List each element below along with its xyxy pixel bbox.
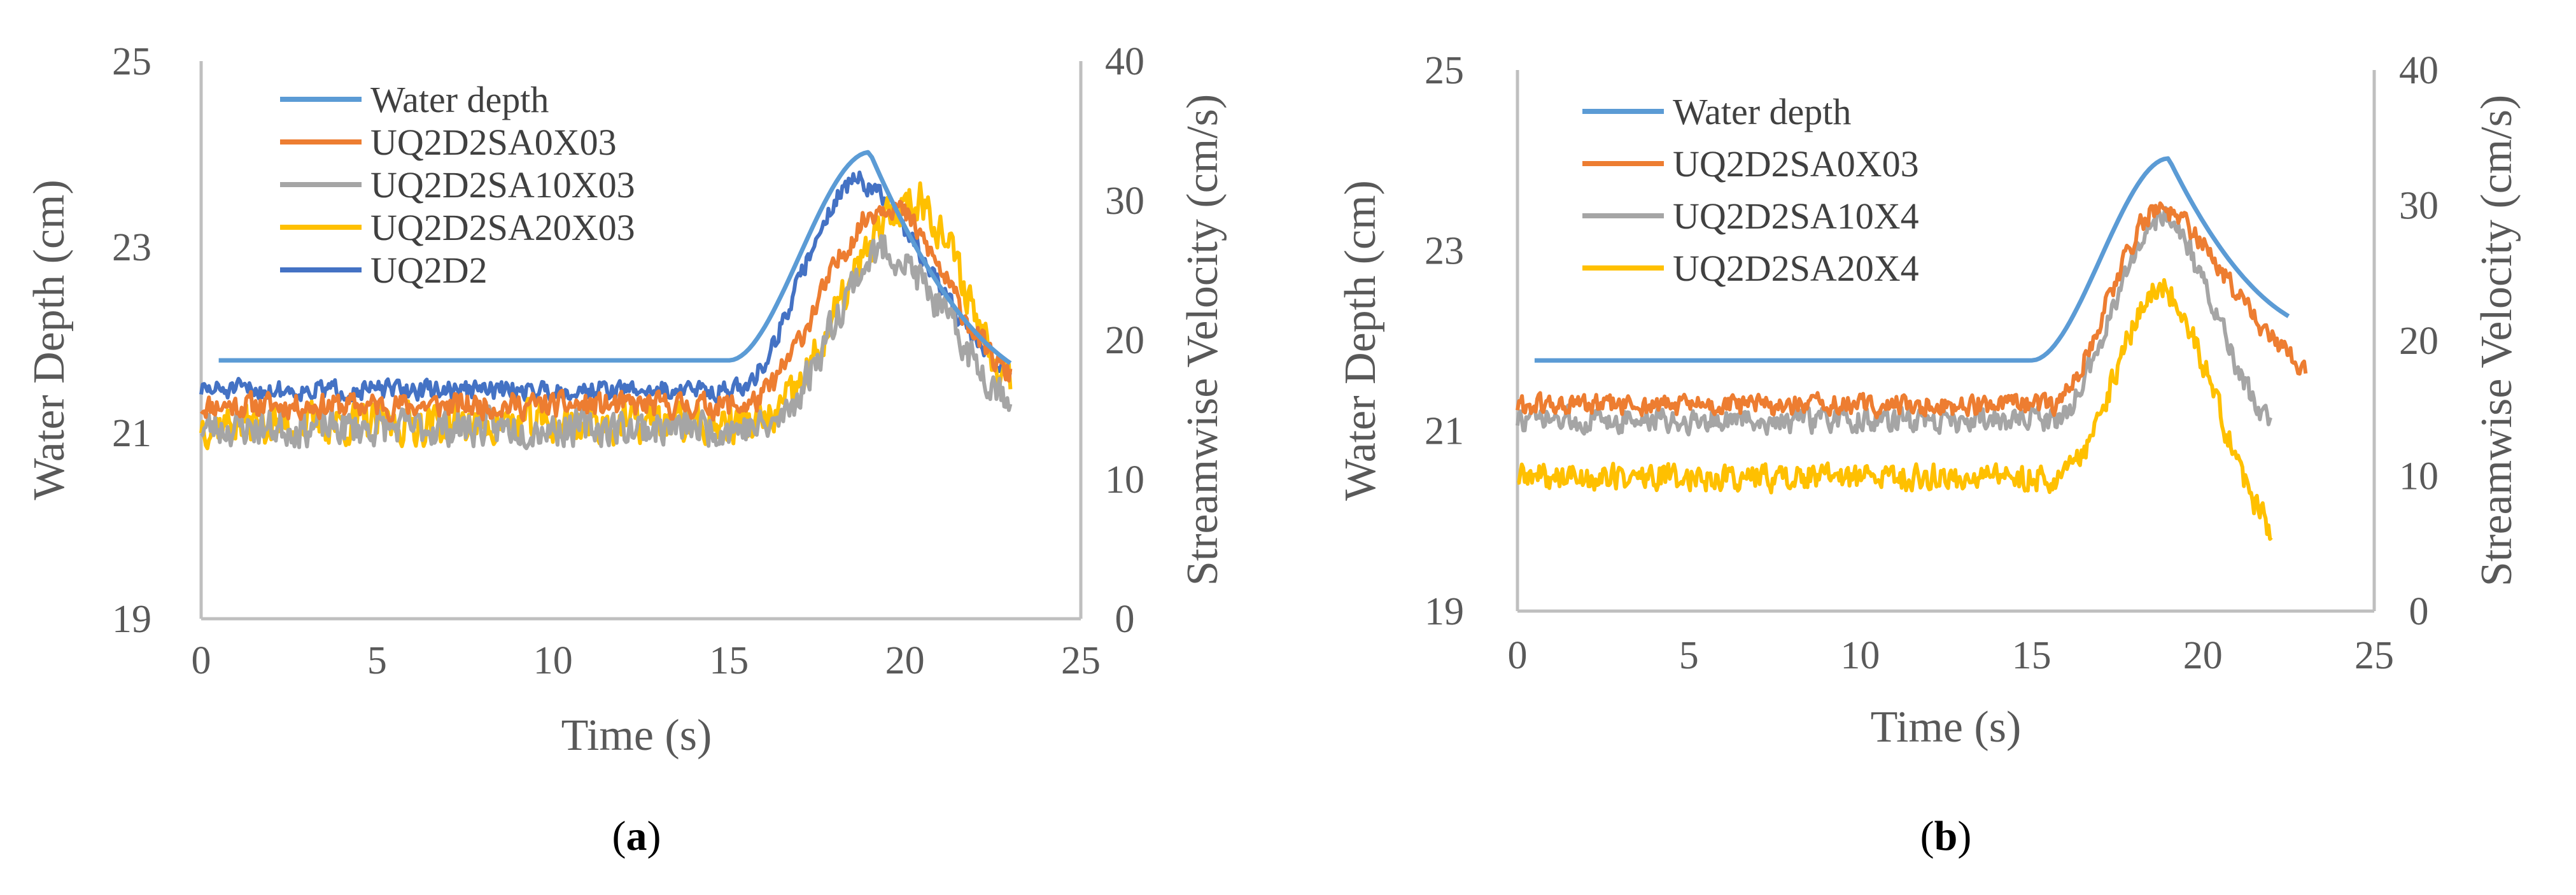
x-tick-label: 25 (2354, 634, 2394, 677)
series-line-uq2d2sa10x4 (1516, 206, 2273, 437)
x-tick-label: 15 (2012, 634, 2052, 677)
x-tick-label: 25 (1061, 639, 1101, 682)
caption-close: ) (647, 813, 661, 859)
x-tick-label: 15 (709, 639, 749, 682)
y-tick-label: 25 (1425, 49, 1464, 92)
legend-label: Water depth (370, 79, 549, 120)
x-axis-label: Time (s) (1871, 703, 2022, 752)
series-line-uq2d2sa20x4 (1517, 278, 2273, 541)
y-axis-label: Water Depth (cm) (25, 180, 74, 500)
x-tick-label: 0 (192, 639, 211, 682)
legend-label: UQ2D2SA10X03 (370, 164, 635, 206)
legend-label: UQ2D2SA20X4 (1673, 248, 1919, 289)
series-line-water-depth (1534, 156, 2290, 363)
chart-panel-b: 0 5 10 15 20 25 19 21 23 25 0 10 20 30 40 Time (s) Water… (1336, 49, 2521, 859)
legend-label: Water depth (1673, 91, 1851, 132)
caption-open: ( (1920, 813, 1934, 859)
y2-axis-label: Streamwise Velocity (cm/s) (2472, 95, 2521, 586)
caption-letter: a (626, 813, 647, 859)
x-tick-label: 10 (533, 639, 573, 682)
y2-tick-label: 0 (2409, 590, 2429, 633)
y-tick-label: 23 (112, 226, 151, 269)
y-tick-label: 19 (1425, 590, 1464, 633)
panel-caption: (a) (612, 813, 661, 859)
y-axis-label: Water Depth (cm) (1336, 180, 1385, 501)
series-line-uq2d2 (199, 170, 1012, 404)
y2-tick-label: 10 (1105, 458, 1144, 502)
legend-label: UQ2D2SA20X03 (370, 207, 635, 248)
series-line-uq2d2sa0x03 (200, 199, 1013, 423)
x-tick-label: 5 (367, 639, 387, 682)
x-tick-label: 0 (1508, 634, 1528, 677)
x-axis-label: Time (s) (561, 711, 712, 760)
caption-letter: b (1934, 813, 1958, 859)
y2-tick-label: 10 (2399, 455, 2439, 498)
y2-tick-label: 0 (1115, 598, 1135, 641)
y2-tick-label: 40 (2399, 49, 2439, 92)
x-tick-label: 10 (1840, 634, 1880, 677)
y-tick-label: 21 (112, 412, 151, 455)
series-line-uq2d2sa0x03 (1516, 201, 2308, 419)
panel-caption: (b) (1920, 813, 1972, 859)
y-tick-label: 21 (1425, 410, 1464, 453)
legend-label: UQ2D2SA0X03 (1673, 143, 1919, 185)
chart-panel-a: 0 5 10 15 20 25 19 21 23 25 0 10 20 30 40 Time (s) Water… (25, 40, 1227, 859)
legend-label: UQ2D2SA0X03 (370, 122, 617, 163)
y2-tick-label: 30 (2399, 185, 2439, 228)
series-line-water-depth (218, 150, 1012, 365)
caption-open: ( (612, 813, 626, 859)
y-tick-label: 25 (112, 40, 151, 83)
y2-axis-label: Streamwise Velocity (cm/s) (1178, 94, 1227, 586)
x-tick-label: 5 (1679, 634, 1699, 677)
caption-close: ) (1957, 813, 1971, 859)
legend-label: UQ2D2 (370, 250, 488, 291)
x-tick-label: 20 (885, 639, 925, 682)
y2-tick-label: 30 (1105, 180, 1144, 223)
y2-tick-label: 20 (1105, 319, 1144, 362)
y-tick-label: 19 (112, 598, 151, 641)
series-line-uq2d2sa10x03 (200, 234, 1013, 451)
legend-label: UQ2D2SA10X4 (1673, 195, 1919, 237)
y2-tick-label: 40 (1105, 40, 1144, 83)
y2-tick-label: 20 (2399, 320, 2439, 363)
y-tick-label: 23 (1425, 229, 1464, 272)
x-tick-label: 20 (2183, 634, 2223, 677)
